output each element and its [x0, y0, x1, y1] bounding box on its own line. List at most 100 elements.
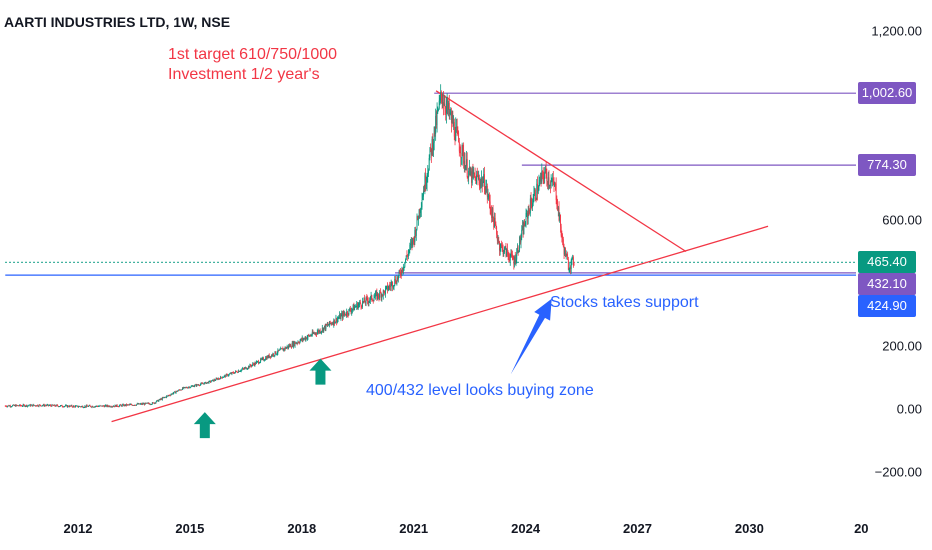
candle-body-520	[377, 293, 379, 297]
candle-body-439	[319, 330, 321, 333]
candle-body-29	[25, 405, 27, 407]
candle-body-385	[280, 348, 282, 350]
candle-body-217	[160, 398, 162, 400]
candle-body-286	[209, 380, 211, 383]
candle-body-152	[113, 406, 115, 407]
candle-body-105	[80, 406, 82, 408]
candle-body-364	[265, 357, 267, 360]
candle-body-597	[433, 142, 434, 151]
candle-body-717	[519, 237, 521, 251]
candle-body-309	[226, 374, 228, 376]
candle-body-246	[181, 389, 183, 391]
candle-body-698	[505, 246, 507, 257]
candle-body-94	[72, 406, 74, 408]
candle-body-783	[566, 253, 568, 257]
candle-body-263	[193, 386, 195, 388]
candle-body-311	[227, 375, 229, 377]
candle-body-446	[324, 325, 326, 330]
candle-body-488	[354, 306, 356, 308]
candle-body-599	[434, 126, 436, 134]
candle-body-461	[335, 318, 337, 322]
candle-body-54	[43, 404, 45, 407]
candle-body-593	[430, 147, 432, 149]
candle-body-582	[422, 196, 424, 200]
candle-body-775	[560, 226, 562, 236]
candle-body-220	[162, 397, 164, 399]
candle-body-729	[527, 210, 529, 219]
candle-body-74	[57, 405, 59, 407]
candle-body-434	[316, 333, 318, 335]
candle-body-432	[314, 332, 316, 334]
candle-body-150	[112, 406, 114, 408]
candle-body-318	[232, 372, 234, 374]
candle-body-554	[402, 267, 404, 271]
candle-body-338	[247, 368, 249, 370]
candle-body-118	[89, 405, 91, 407]
candle-body-326	[238, 370, 240, 372]
candle-body-243	[179, 389, 181, 391]
candle-body-258	[189, 387, 191, 388]
candle-body-22	[20, 405, 22, 407]
candle-body-507	[368, 301, 370, 303]
candle-body-97	[74, 406, 76, 408]
candle-body-643	[466, 159, 467, 166]
candle-body-195	[144, 402, 146, 405]
candle-body-166	[123, 404, 125, 406]
candle-body-398	[290, 344, 292, 348]
candle-body-759	[549, 184, 551, 186]
candle-body-271	[199, 385, 201, 387]
candle-body-237	[174, 391, 176, 394]
candle-body-40	[33, 404, 35, 406]
candle-body-323	[236, 371, 238, 373]
candle-body-726	[525, 212, 527, 225]
candle-body-204	[151, 404, 153, 405]
candle-body-33	[28, 405, 30, 407]
candle-body-537	[390, 286, 391, 288]
candle-body-62	[49, 405, 51, 406]
candle-body-272	[199, 384, 201, 386]
candle-body-169	[126, 404, 127, 406]
x-tick-label-4: 2024	[511, 521, 541, 536]
candle-body-760	[549, 184, 551, 186]
candle-body-524	[380, 293, 382, 298]
candle-body-606	[439, 98, 441, 101]
candle-body-270	[198, 384, 200, 386]
candle-body-632	[458, 132, 460, 143]
candle-body-183	[136, 404, 137, 406]
candle-body-234	[172, 393, 174, 395]
candle-body-358	[261, 358, 263, 360]
candle-body-142	[106, 405, 108, 407]
candle-body-164	[122, 404, 124, 406]
candle-body-404	[294, 342, 296, 346]
candle-body-588	[426, 175, 428, 183]
candle-body-745	[539, 180, 541, 183]
candle-body-455	[331, 323, 333, 325]
candle-body-256	[188, 386, 190, 388]
candle-body-697	[504, 246, 506, 248]
candle-body-335	[245, 367, 247, 369]
horizontal-levels	[5, 92, 856, 276]
candle-body-138	[103, 406, 105, 408]
candle-body-564	[409, 245, 411, 251]
candle-body-240	[176, 390, 178, 392]
candle-body-369	[269, 356, 271, 358]
candle-body-235	[173, 391, 175, 394]
candle-body-292	[214, 379, 216, 381]
candle-body-367	[268, 354, 269, 358]
candle-body-603	[437, 109, 439, 112]
candle-body-602	[436, 111, 438, 126]
candle-body-57	[45, 405, 47, 407]
candle-body-218	[161, 398, 163, 400]
candle-body-291	[213, 379, 215, 382]
candle-body-27	[24, 405, 26, 407]
candle-body-287	[210, 381, 212, 383]
candle-body-720	[521, 229, 523, 238]
price-badge-1: 774.30	[858, 154, 916, 177]
candle-body-185	[137, 403, 139, 405]
candle-body-641	[464, 160, 466, 171]
candle-body-732	[529, 198, 531, 214]
candle-body-667	[483, 174, 485, 182]
candle-body-647	[468, 167, 470, 171]
candle-body-511	[371, 295, 373, 301]
